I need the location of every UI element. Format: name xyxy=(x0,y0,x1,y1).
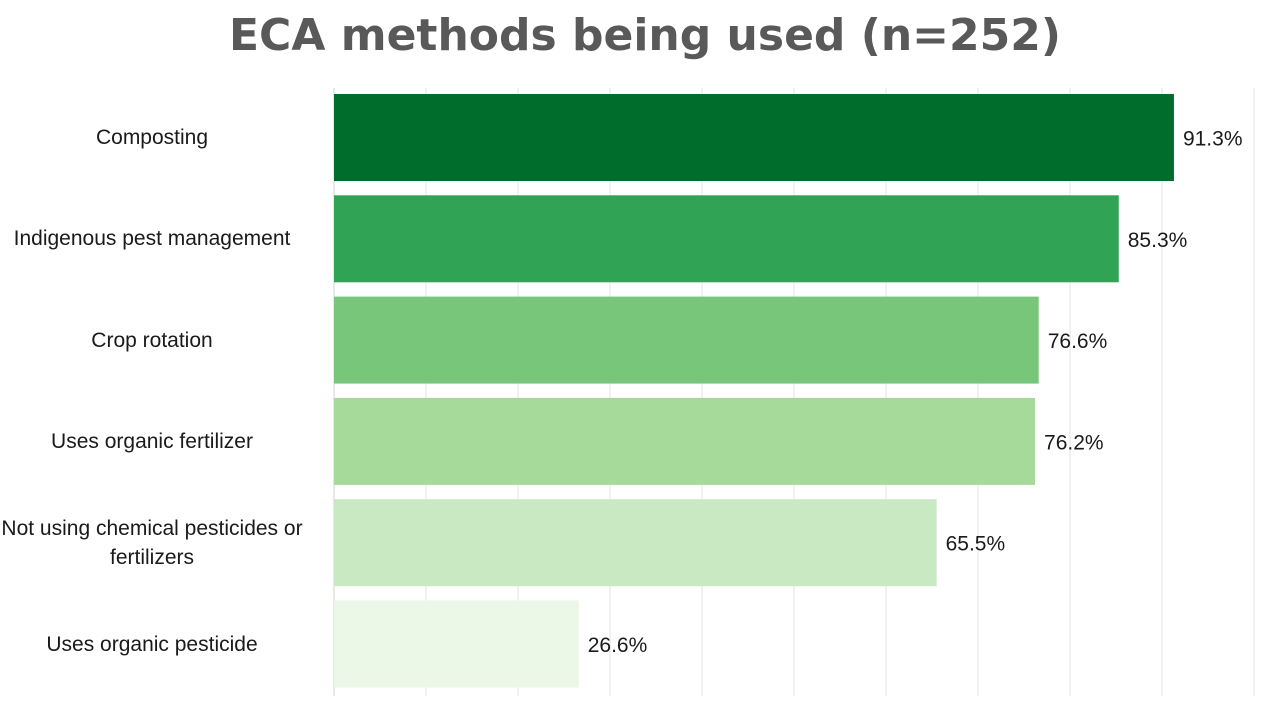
gridlines xyxy=(333,88,1255,696)
category-label: Not using chemical pesticides or fertili… xyxy=(1,516,303,569)
value-label: 91.3% xyxy=(1183,128,1243,151)
category-label: Composting xyxy=(95,126,209,149)
bar xyxy=(334,397,1036,485)
value-label: 85.3% xyxy=(1128,229,1188,252)
value-label: 76.2% xyxy=(1044,431,1104,454)
value-label: 26.6% xyxy=(588,634,648,657)
value-labels: 91.3% 85.3% 76.6% 76.2% 65.5% 26.6% xyxy=(588,128,1243,658)
value-label: 76.6% xyxy=(1048,330,1108,353)
bar xyxy=(334,94,1174,181)
bar xyxy=(334,296,1039,384)
bars xyxy=(334,94,1174,688)
chart-title: ECA methods being used (n=252) xyxy=(229,10,1061,61)
bar xyxy=(334,600,579,688)
category-label: Indigenous pest management xyxy=(13,227,291,251)
category-label: Crop rotation xyxy=(91,328,213,352)
bar xyxy=(334,499,937,587)
value-label: 65.5% xyxy=(946,533,1006,556)
category-label: Uses organic pesticide xyxy=(46,632,258,656)
bar xyxy=(334,195,1119,283)
category-label: Uses organic fertilizer xyxy=(51,429,253,453)
